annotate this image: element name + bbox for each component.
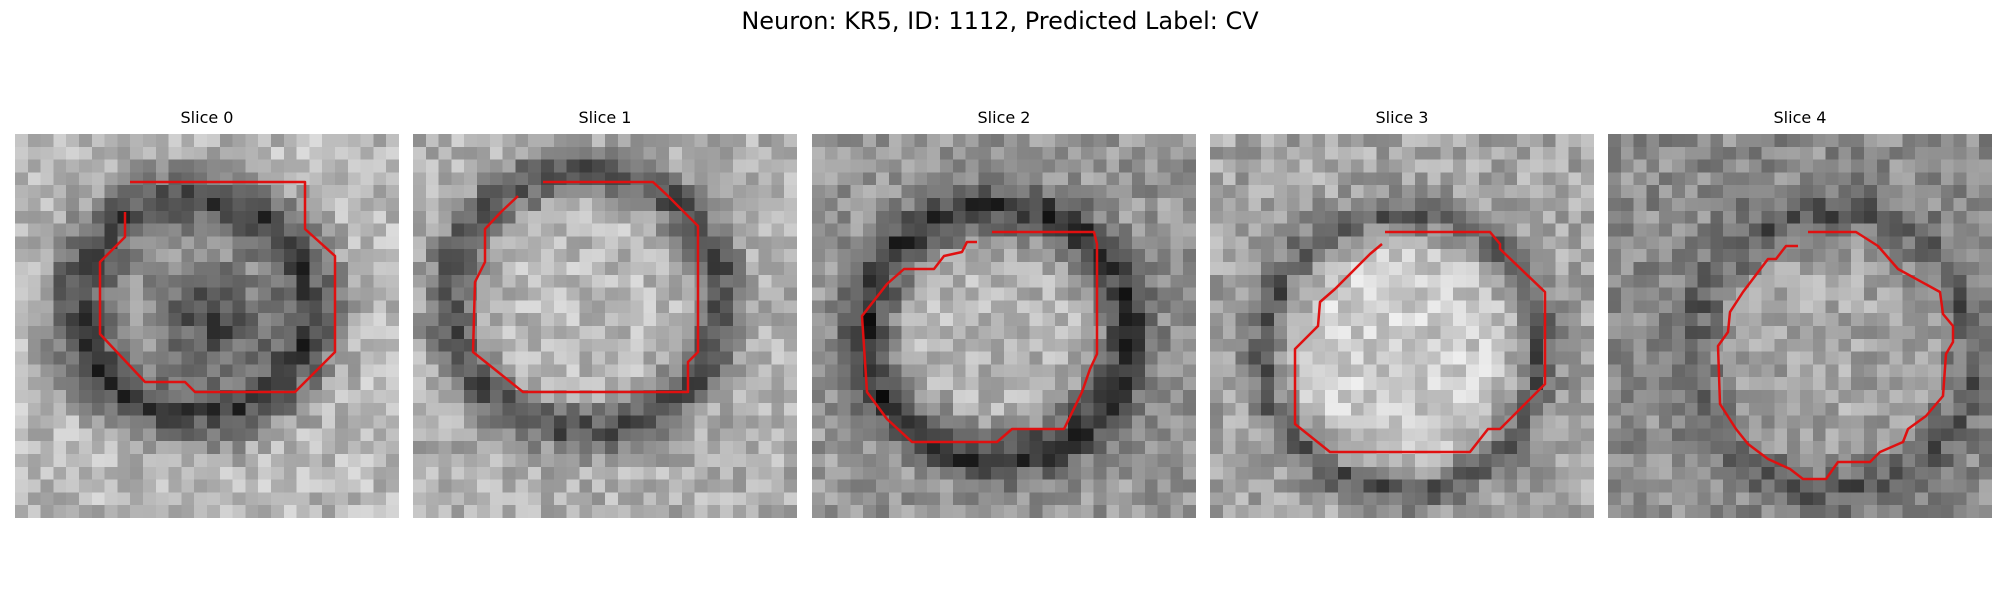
slice-title: Slice 2 — [977, 108, 1031, 127]
slice-title: Slice 0 — [180, 108, 234, 127]
segmentation-contour — [1293, 230, 1547, 454]
segmentation-contour — [1716, 230, 1955, 481]
slice-title: Slice 3 — [1375, 108, 1429, 127]
slice-image — [1608, 134, 1992, 518]
slice-panel-0: Slice 0 — [15, 108, 399, 518]
contour-overlay — [98, 180, 337, 394]
segmentation-contour — [471, 180, 700, 394]
slice-panel-2: Slice 2 — [812, 108, 1196, 518]
contour-overlay — [1716, 230, 1955, 481]
contour-overlay — [860, 230, 1099, 444]
contour-overlay — [471, 180, 700, 394]
slice-panel-1: Slice 1 — [413, 108, 797, 518]
slice-panel-3: Slice 3 — [1210, 108, 1594, 518]
slice-title: Slice 4 — [1773, 108, 1827, 127]
figure-title: Neuron: KR5, ID: 1112, Predicted Label: … — [741, 7, 1259, 35]
slice-panel-4: Slice 4 — [1608, 108, 1992, 518]
segmentation-contour — [98, 180, 337, 394]
slice-image — [413, 134, 797, 518]
contour-overlay — [1293, 230, 1547, 454]
segmentation-contour — [860, 230, 1099, 444]
grayscale-pixel-image — [1210, 134, 1594, 518]
slice-title: Slice 1 — [578, 108, 632, 127]
slice-image — [812, 134, 1196, 518]
grayscale-pixel-image — [812, 134, 1196, 518]
grayscale-pixel-image — [413, 134, 797, 518]
slice-image — [15, 134, 399, 518]
slice-image — [1210, 134, 1594, 518]
grayscale-pixel-image — [1608, 134, 1992, 518]
